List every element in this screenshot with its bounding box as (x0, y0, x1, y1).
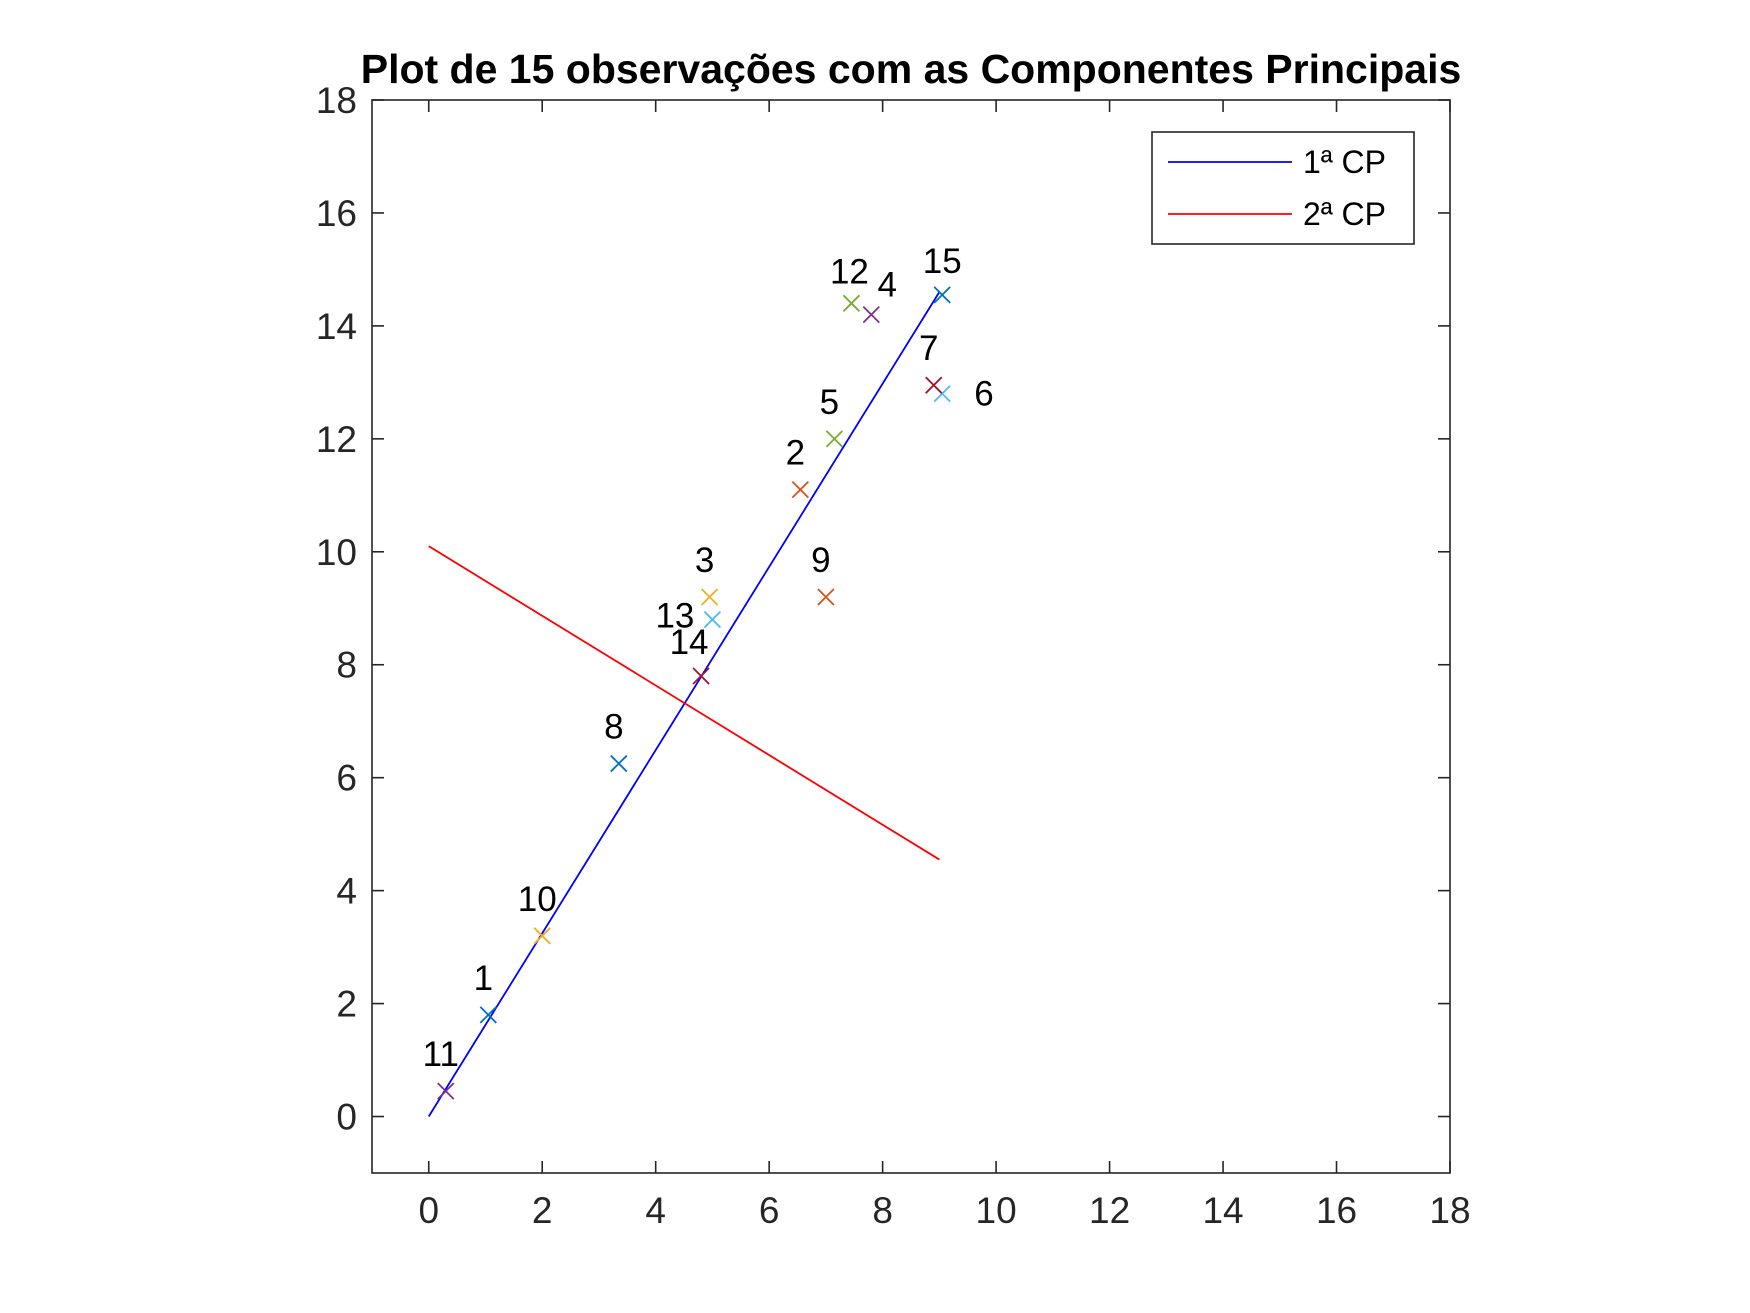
point-label: 13 (655, 597, 694, 636)
x-tick-label: 4 (645, 1190, 666, 1231)
point-label: 3 (695, 541, 714, 580)
point-marker (610, 754, 628, 773)
y-tick-label: 2 (336, 984, 357, 1025)
data-point-15 (933, 286, 951, 304)
point-marker (817, 588, 835, 606)
data-point-1 (479, 1006, 497, 1024)
point-marker (862, 305, 880, 324)
point-marker (933, 286, 951, 304)
data-point-10 (533, 927, 551, 945)
point-label: 11 (423, 1035, 459, 1074)
axes-box (371, 99, 1451, 1174)
data-point-5 (825, 430, 844, 448)
point-label: 8 (604, 708, 623, 747)
y-tick-label: 18 (316, 80, 357, 121)
series-line-1 (427, 291, 941, 1118)
y-tick-label: 12 (316, 419, 357, 460)
legend: 1ª CP 2ª CP (1151, 131, 1415, 245)
point-marker (700, 588, 719, 606)
point-label: 14 (670, 623, 709, 662)
point-marker (791, 481, 809, 499)
point-label: 15 (923, 242, 962, 281)
x-tick-label: 16 (1316, 1190, 1357, 1231)
x-tick-label: 2 (532, 1190, 553, 1231)
point-label: 10 (518, 880, 557, 919)
chart-title: Plot de 15 observações com as Componente… (361, 46, 1462, 92)
point-label: 4 (878, 266, 897, 305)
x-tick-label: 18 (1429, 1190, 1470, 1231)
x-tick-label: 10 (976, 1190, 1017, 1231)
x-tick-label: 8 (872, 1190, 893, 1231)
data-point-14 (692, 667, 710, 685)
legend-label-1: 1ª CP (1303, 144, 1386, 180)
point-marker (842, 294, 861, 312)
point-label: 1 (474, 959, 493, 998)
data-point-8 (610, 754, 628, 773)
point-label: 5 (820, 383, 839, 422)
y-tick-label: 6 (336, 758, 357, 799)
y-tick-label: 10 (316, 532, 357, 573)
point-marker (825, 430, 844, 448)
y-tick-label: 14 (316, 306, 357, 347)
data-point-9 (817, 588, 835, 606)
y-tick-label: 8 (336, 645, 357, 686)
y-tick-label: 16 (316, 193, 357, 234)
x-tick-label: 14 (1202, 1190, 1243, 1231)
data-point-2 (791, 481, 809, 499)
point-marker (692, 667, 710, 685)
y-tick-label: 4 (336, 871, 357, 912)
data-point-4 (862, 305, 880, 324)
point-label: 2 (786, 434, 805, 473)
point-marker (703, 610, 722, 629)
point-marker (533, 927, 551, 945)
point-marker (933, 385, 951, 403)
point-marker (479, 1006, 497, 1024)
data-point-12 (842, 294, 861, 312)
legend-label-2: 2ª CP (1303, 196, 1386, 232)
x-tick-label: 6 (759, 1190, 780, 1231)
point-label: 7 (919, 329, 938, 368)
x-tick-label: 12 (1089, 1190, 1130, 1231)
y-tick-label: 0 (336, 1097, 357, 1138)
data-point-11 (437, 1082, 455, 1100)
data-point-13 (703, 610, 722, 629)
x-tick-label: 0 (418, 1190, 439, 1231)
data-point-7 (925, 376, 943, 394)
series-line-2 (428, 545, 940, 861)
point-marker (437, 1082, 455, 1100)
data-point-3 (700, 588, 719, 606)
point-label: 6 (974, 375, 993, 414)
point-label: 12 (830, 252, 869, 291)
point-marker (925, 376, 943, 394)
legend-box (1151, 131, 1415, 245)
point-label: 9 (811, 541, 830, 580)
